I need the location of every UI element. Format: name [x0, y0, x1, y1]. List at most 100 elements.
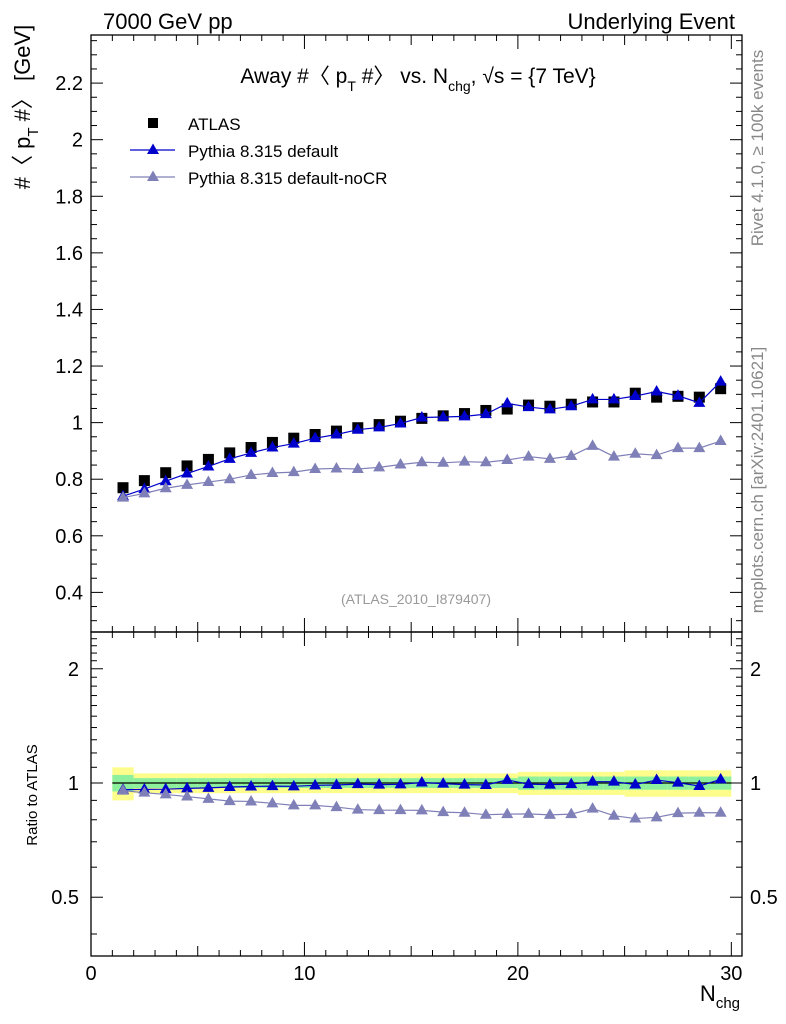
analysis-watermark: (ATLAS_2010_I879407)	[341, 591, 491, 607]
ratio-series-1-point	[522, 807, 535, 818]
ratio-series-1-point	[458, 806, 471, 817]
ratio-y-tick-label: 1	[68, 773, 79, 795]
ratio-series-0-point	[650, 773, 663, 785]
atlas-data-point	[715, 383, 727, 395]
series-1-point	[458, 409, 471, 421]
series-2-point	[245, 468, 258, 479]
series-1-point	[565, 399, 578, 411]
series-1-point	[266, 441, 279, 452]
ratio-series-1-point	[565, 807, 578, 819]
ratio-series-0-point	[501, 773, 514, 784]
ratio-series-1-point	[607, 809, 620, 820]
series-2-point	[373, 460, 386, 472]
ratio-series-1-point	[181, 790, 194, 801]
ratio-series-0-point	[223, 780, 236, 792]
ratio-series-1-point	[159, 787, 172, 799]
series-2-point	[266, 466, 279, 477]
series-1-point	[330, 428, 343, 439]
ratio-series-0-point	[330, 778, 343, 789]
ratio-series-0-point	[266, 779, 279, 791]
atlas-data-point	[651, 391, 663, 403]
ratio-series-1-point	[714, 806, 727, 817]
ratio-series-0-point	[543, 778, 556, 789]
ratio-series-1-point	[330, 800, 343, 812]
ratio-series-0-point	[607, 775, 620, 786]
ratio-series-1-point	[437, 805, 450, 817]
legend-marker-default	[147, 143, 159, 154]
legend-label-nocr: Pythia 8.315 default-noCR	[188, 169, 387, 188]
series-1-point	[309, 431, 322, 443]
ratio-series-1-point	[693, 806, 706, 817]
legend-marker-nocr	[147, 170, 159, 181]
series-2-point	[159, 481, 172, 493]
ratio-series-0-point	[671, 776, 684, 787]
series-2-point	[565, 449, 578, 461]
ratio-y-tick-label-right: 0.5	[750, 887, 778, 909]
y-tick-label: 1	[72, 413, 83, 435]
series-2-point	[287, 465, 300, 477]
ratio-series-0-point	[245, 779, 258, 791]
ratio-series-0-point	[373, 778, 386, 789]
ratio-series-0-point	[565, 777, 578, 789]
series-1-point	[671, 389, 684, 400]
series-1-point	[479, 407, 492, 419]
ratio-series-1-point	[629, 812, 642, 823]
ratio-series-1-point	[501, 807, 514, 819]
series-1-point	[415, 411, 428, 422]
ratio-panel: 0.5 0.51 12 20 10 20 30 Ratio to ATLAS Nchg	[24, 631, 778, 1012]
series-1-point	[543, 402, 556, 414]
series-1-point	[650, 385, 663, 396]
header-energy: 7000 GeV pp	[103, 9, 233, 34]
series-2-point	[607, 450, 620, 461]
series-2-point	[693, 441, 706, 453]
ratio-series-0-point	[394, 777, 407, 789]
ratio-series-1-point	[202, 792, 215, 803]
series-2-point	[223, 472, 236, 484]
ratio-series-1-point	[287, 798, 300, 810]
series-1-point	[501, 396, 514, 408]
atlas-data-point	[501, 403, 513, 415]
series-2-point	[309, 462, 322, 474]
ratio-y-tick-label-right: 2	[750, 659, 761, 681]
series-2-point	[394, 458, 407, 469]
series-1-point	[586, 392, 599, 404]
ratio-series-1-point	[650, 810, 663, 822]
ratio-series-1-point	[671, 806, 684, 818]
y-tick-label: 1.8	[55, 186, 83, 208]
ratio-series-1-point	[266, 796, 279, 808]
y-tick-label: 0.6	[55, 526, 83, 548]
ratio-series-0-point	[202, 781, 215, 792]
x-tick-label: 10	[293, 963, 315, 985]
series-2-point	[330, 461, 343, 473]
plot-title: Away #〈 pT #〉 vs. Nchg, √s = {7 TeV}	[240, 65, 595, 94]
series-1-point	[522, 400, 535, 412]
ratio-series-0-point	[181, 781, 194, 793]
series-2-point	[202, 475, 215, 487]
mcplots-label: mcplots.cern.ch [arXiv:2401.10621]	[748, 347, 767, 613]
ratio-series-0-point	[522, 777, 535, 789]
ratio-series-0-point	[714, 772, 727, 784]
legend-label-atlas: ATLAS	[188, 115, 241, 134]
ratio-series-1-point	[586, 802, 599, 813]
series-1-point	[437, 410, 450, 421]
atlas-data-point	[160, 467, 172, 479]
series-2-point	[586, 439, 599, 450]
series-2-point	[671, 441, 684, 453]
ratio-series-0-point	[287, 779, 300, 791]
series-1-point	[287, 437, 300, 448]
ratio-series-1-point	[138, 786, 151, 797]
ratio-y-tick-label: 0.5	[51, 887, 79, 909]
legend-label-default: Pythia 8.315 default	[188, 142, 339, 161]
series-1-point	[693, 396, 706, 407]
ratio-series-1-point	[223, 794, 236, 806]
series-1-point	[159, 474, 172, 486]
ratio-series-1-point	[415, 803, 428, 815]
series-1-point	[245, 446, 258, 457]
series-1-point	[394, 416, 407, 428]
series-2-point	[629, 447, 642, 458]
series-2-point	[415, 455, 428, 467]
y-tick-label: 1.2	[55, 356, 83, 378]
main-panel: 0.4 0.6 0.8 1 1.2 1.4 1.6 1.8 2 2.2 Away #〈 pT #〉…	[10, 25, 743, 633]
series-2-point	[138, 486, 151, 498]
series-1-point	[373, 420, 386, 432]
